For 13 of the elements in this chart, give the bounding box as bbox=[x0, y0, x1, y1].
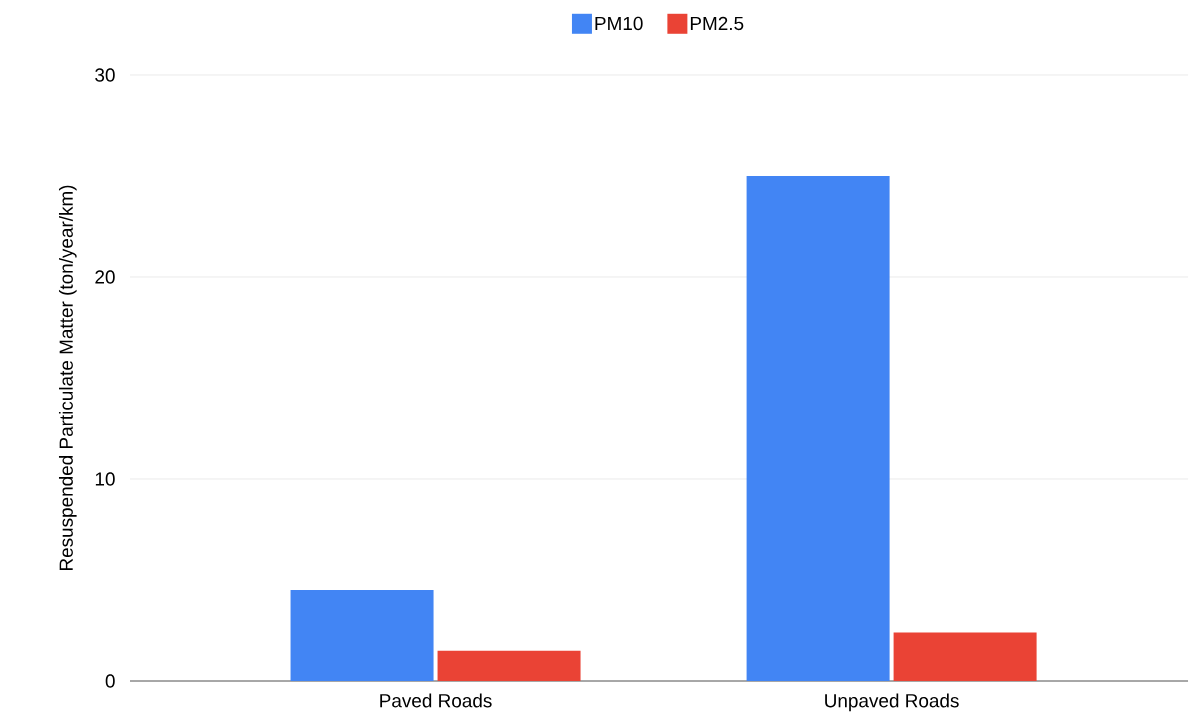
bar bbox=[893, 632, 1037, 681]
bar bbox=[746, 175, 890, 681]
legend-label: PM10 bbox=[595, 16, 643, 31]
bar bbox=[290, 590, 434, 681]
y-tick-label: 0 bbox=[105, 674, 115, 688]
y-tick-label: 20 bbox=[95, 270, 115, 284]
x-tick-label: Unpaved Roads bbox=[825, 693, 959, 712]
bar bbox=[437, 650, 581, 681]
x-tick-label: Paved Roads bbox=[380, 693, 492, 708]
y-tick-label: 30 bbox=[95, 68, 115, 82]
legend-label: PM2.5 bbox=[690, 16, 744, 31]
y-axis-title: Resuspended Particulate Matter (ton/year/km) bbox=[58, 185, 77, 571]
y-tick-label: 10 bbox=[95, 472, 115, 486]
